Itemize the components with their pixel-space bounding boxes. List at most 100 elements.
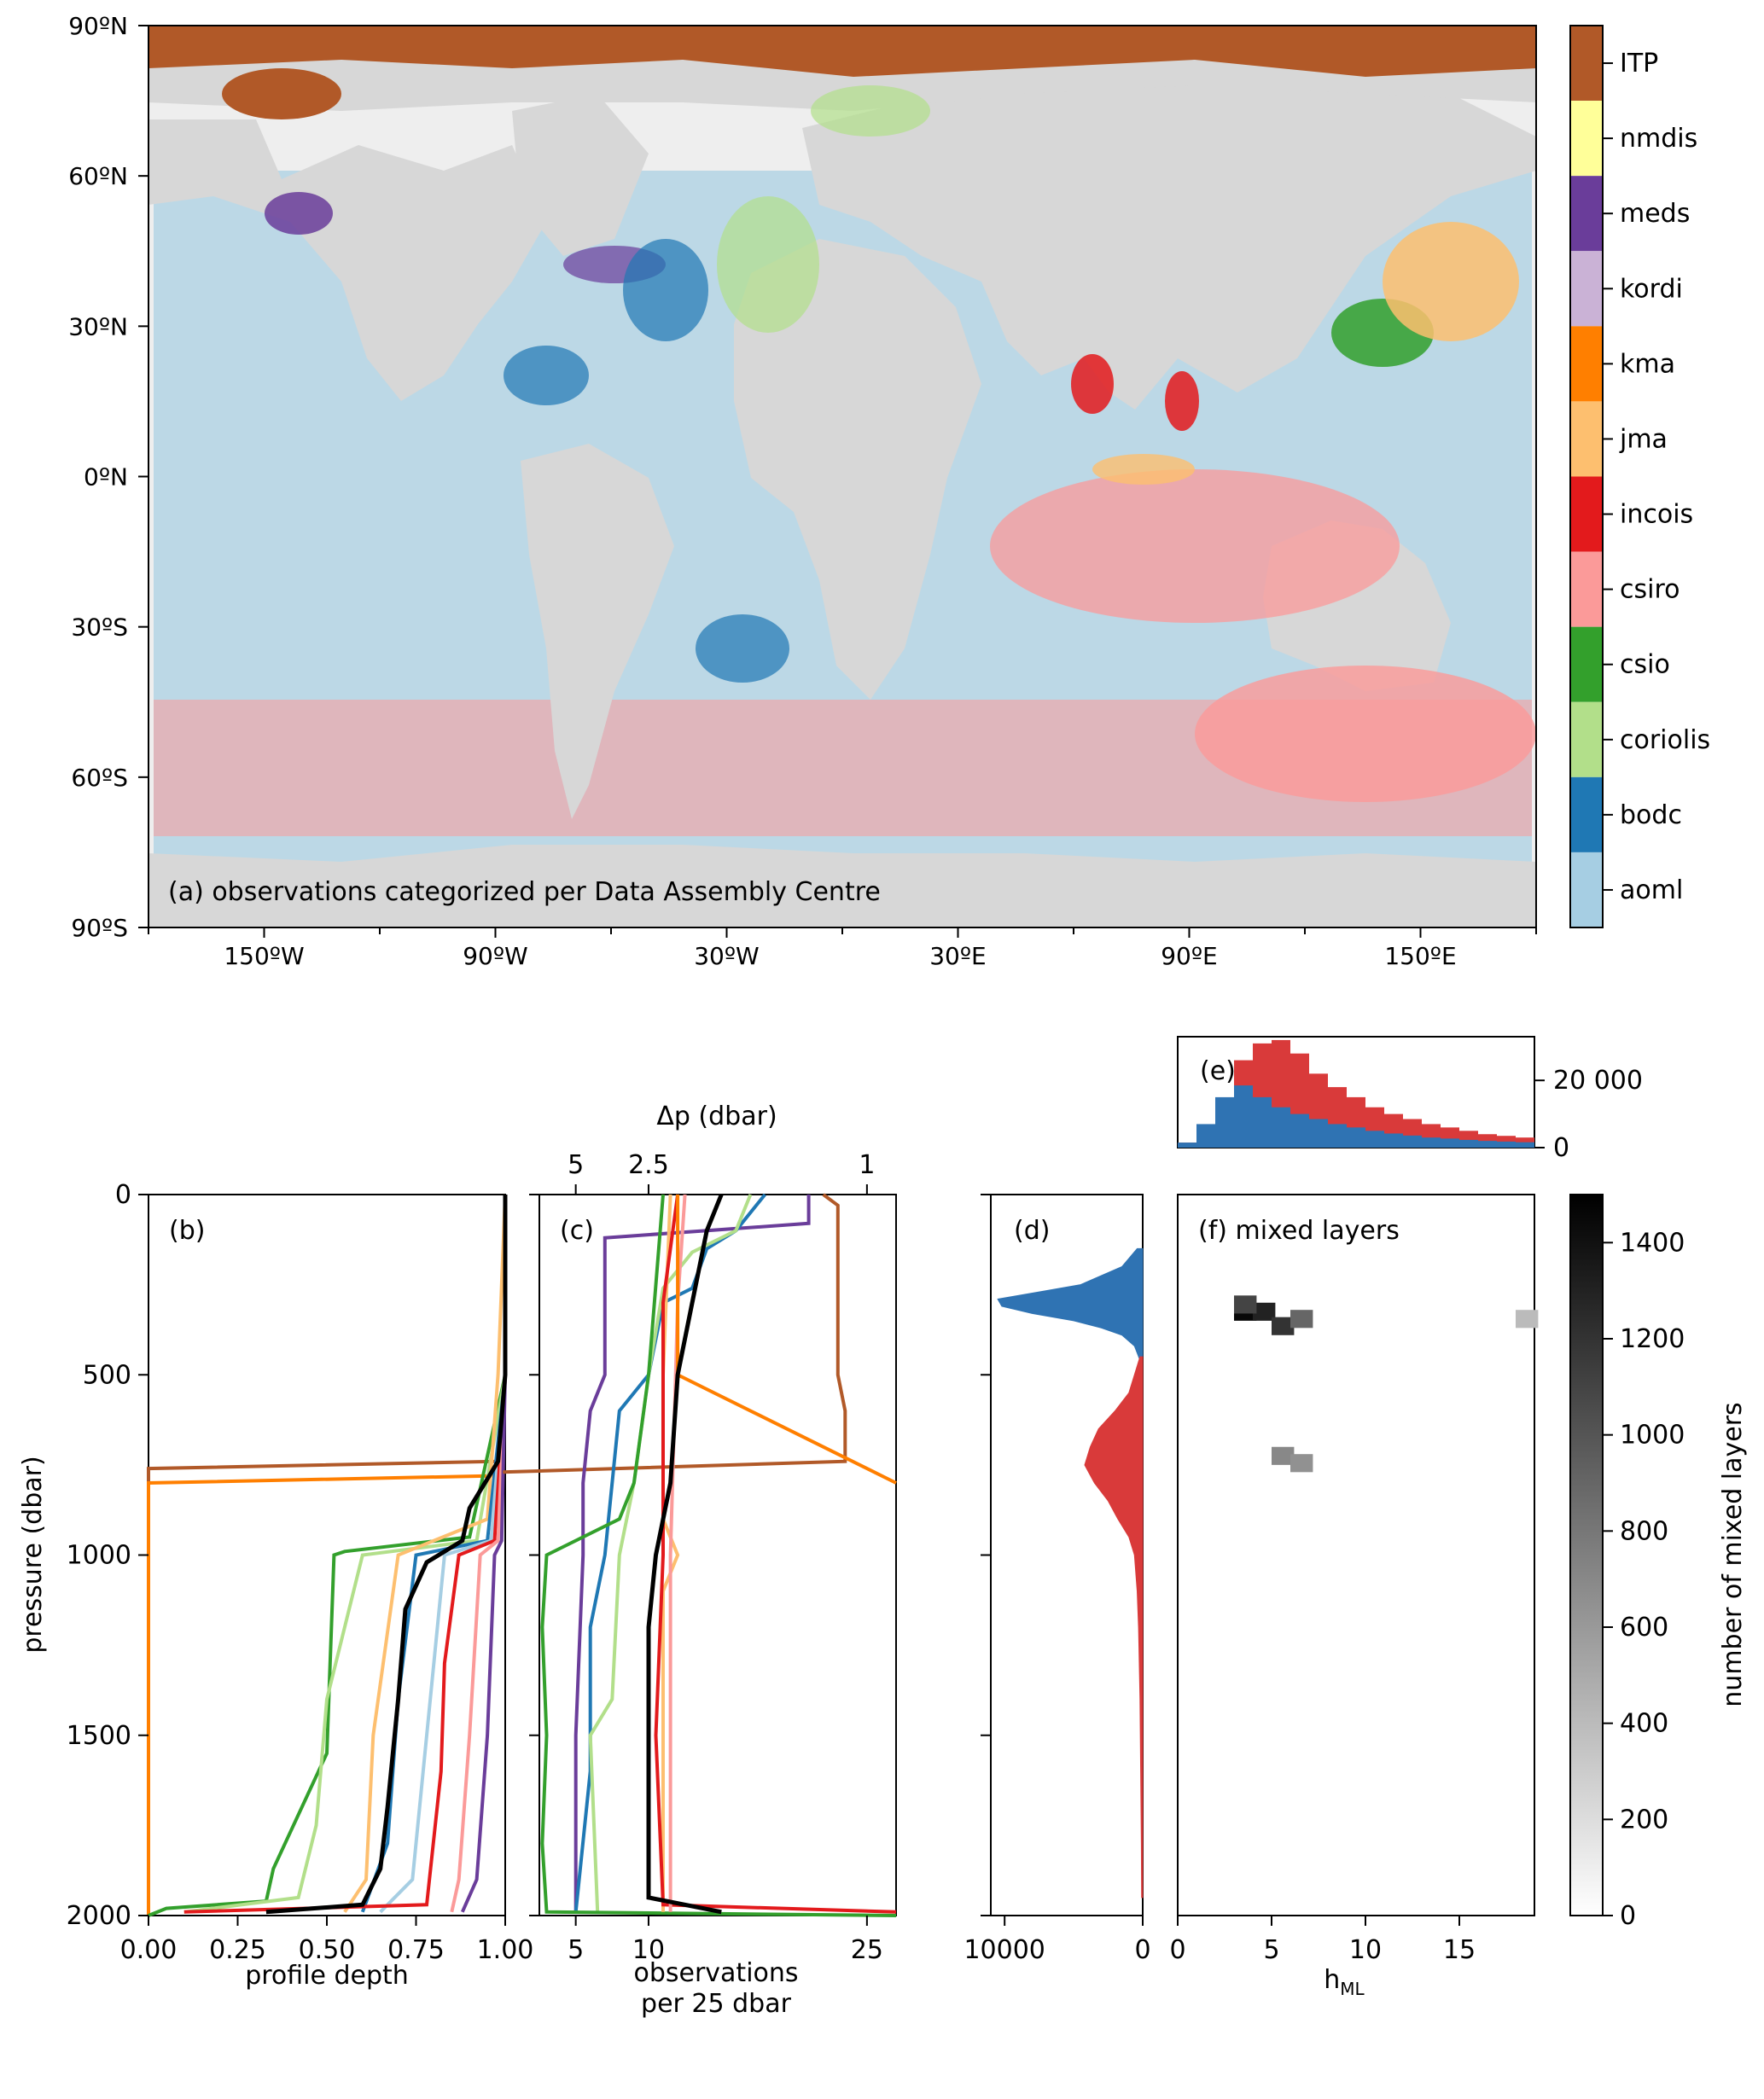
bar-blue xyxy=(1441,1138,1459,1148)
legend-swatch-incois xyxy=(1570,476,1603,552)
bar-blue xyxy=(1290,1113,1309,1148)
legend-swatch-kma xyxy=(1570,326,1603,402)
line-jma xyxy=(343,1194,507,1913)
colorbar-label: number of mixed layers xyxy=(1718,1402,1748,1707)
x-tick-label: 1.00 xyxy=(477,1935,534,1965)
colorbar-tick-label: 1000 xyxy=(1620,1421,1685,1451)
lat-tick-label: 90ºS xyxy=(71,914,128,942)
line-csio xyxy=(148,1195,507,1917)
panel-f-cells xyxy=(1234,1295,1539,1473)
line-all xyxy=(265,1195,508,1915)
pressure-tick-label: 1000 xyxy=(67,1541,131,1571)
panel-e-bars xyxy=(1178,1039,1534,1148)
panel-f-axes: 0 5 10 15 xyxy=(1169,1916,1476,1965)
heatmap-cell xyxy=(1234,1295,1257,1314)
legend-label-coriolis: coriolis xyxy=(1620,725,1710,755)
heatmap-cell xyxy=(1290,1310,1313,1329)
pressure-tick-label: 1500 xyxy=(67,1721,131,1751)
panel-b: (b) 0 500 1000 1500 2000 0.00 0.25 0.50 0.75 1.00… xyxy=(18,1180,533,1991)
bar-blue xyxy=(1497,1141,1516,1148)
patch-csiro-indian xyxy=(990,469,1400,623)
legend-label-aoml: aoml xyxy=(1620,875,1683,905)
lat-axis: 90ºN 60ºN 30ºN 0ºN 30ºS 60ºS 90ºS xyxy=(68,12,148,942)
legend-label-incois: incois xyxy=(1620,500,1693,530)
colorbar-tick-label: 200 xyxy=(1620,1805,1668,1834)
lon-tick-label: 30ºW xyxy=(694,942,760,970)
colorbar-tick-label: 400 xyxy=(1620,1709,1668,1739)
legend-label-bodc: bodc xyxy=(1620,800,1682,830)
bar-blue xyxy=(1384,1133,1403,1148)
x-tick-label: 10 xyxy=(632,1935,665,1965)
panel-c-lines xyxy=(503,1193,897,1917)
panel-b-frame xyxy=(148,1194,506,1916)
heatmap-cell xyxy=(1272,1317,1295,1335)
panel-e: (e) 20 000 0 xyxy=(1177,1036,1643,1163)
pressure-ylabel: pressure (dbar) xyxy=(18,1456,48,1653)
pressure-tick-label: 2000 xyxy=(67,1901,131,1931)
bar-blue xyxy=(1309,1119,1328,1148)
heatmap-cell xyxy=(1272,1446,1295,1465)
south-america xyxy=(521,444,674,819)
panel-a-label: (a) observations categorized per Data As… xyxy=(168,877,881,907)
line-incois xyxy=(654,1194,897,1914)
heatmap-cell xyxy=(1290,1454,1313,1473)
lat-tick-label: 30ºS xyxy=(71,613,128,642)
panel-c-axes: 5 10 25 5 2.5 1 xyxy=(529,1150,883,1965)
x-tick-label: 0 xyxy=(1169,1935,1185,1965)
bar-blue xyxy=(1516,1142,1534,1148)
legend-label-itp: ITP xyxy=(1620,49,1658,78)
panel-d: (d) 10000 0 xyxy=(964,1194,1151,1965)
x-tick-label: 10 xyxy=(1349,1935,1382,1965)
x-tick-label: 10000 xyxy=(964,1935,1045,1965)
y-tick-label: 0 xyxy=(1553,1133,1569,1163)
patch-bodc xyxy=(623,239,708,341)
greenland-region xyxy=(512,94,649,256)
lat-tick-label: 60ºN xyxy=(68,162,128,190)
bar-blue xyxy=(1234,1085,1253,1148)
panel-a: (a) observations categorized per Data As… xyxy=(68,12,1710,970)
colorbar-tick-label: 0 xyxy=(1620,1901,1636,1931)
eurasia xyxy=(802,77,1536,410)
colorbar-tick-label: 600 xyxy=(1620,1613,1668,1643)
panel-e-label: (e) xyxy=(1200,1056,1236,1086)
x-tick-label: 0.75 xyxy=(387,1935,445,1965)
lon-axis: 150ºW 90ºW 30ºW 30ºE 90ºE 150ºE xyxy=(148,927,1537,970)
lon-tick-label: 30ºE xyxy=(929,942,987,970)
top-tick-label: 5 xyxy=(568,1150,584,1180)
patch-coriolis xyxy=(717,196,819,333)
panel-b-xlabel: profile depth xyxy=(245,1961,409,1991)
bar-blue xyxy=(1365,1131,1384,1148)
legend-swatch-csiro xyxy=(1570,551,1603,627)
x-tick-label: 5 xyxy=(1263,1935,1279,1965)
legend-label-csio: csio xyxy=(1620,650,1670,680)
legend-swatch-bodc xyxy=(1570,776,1603,852)
panel-b-label: (b) xyxy=(169,1216,205,1246)
patch-jma xyxy=(1383,222,1519,341)
panel-f-label: (f) mixed layers xyxy=(1198,1216,1400,1246)
area-red xyxy=(1084,1356,1144,1898)
bar-blue xyxy=(1403,1135,1422,1148)
bar-blue xyxy=(1215,1096,1234,1148)
legend-label-meds: meds xyxy=(1620,199,1690,229)
x-tick-label: 0 xyxy=(1134,1935,1150,1965)
lat-tick-label: 60ºS xyxy=(71,764,128,792)
x-tick-label: 25 xyxy=(851,1935,883,1965)
bar-blue xyxy=(1422,1137,1441,1148)
y-tick-label: 20 000 xyxy=(1553,1066,1643,1096)
patch-incois-arabian xyxy=(1071,354,1114,414)
lon-tick-label: 90ºW xyxy=(463,942,528,970)
dac-patches xyxy=(148,26,1536,802)
patch-meds xyxy=(265,192,333,235)
lon-tick-label: 90ºE xyxy=(1161,942,1218,970)
legend-swatch-meds xyxy=(1570,176,1603,252)
lat-tick-label: 30ºN xyxy=(68,312,128,340)
bar-blue xyxy=(1178,1143,1196,1148)
panel-c-top-label: Δp (dbar) xyxy=(656,1102,777,1131)
africa xyxy=(734,239,981,700)
panel-d-axes: 10000 0 xyxy=(964,1194,1151,1965)
lon-tick-label: 150ºE xyxy=(1384,942,1456,970)
x-tick-label: 5 xyxy=(568,1935,584,1965)
panel-c: (c) 5 10 255 2.5 1 observations per 25 dbar … xyxy=(503,1102,897,2019)
patch-itp xyxy=(148,26,1536,77)
pressure-tick-label: 0 xyxy=(115,1180,131,1210)
